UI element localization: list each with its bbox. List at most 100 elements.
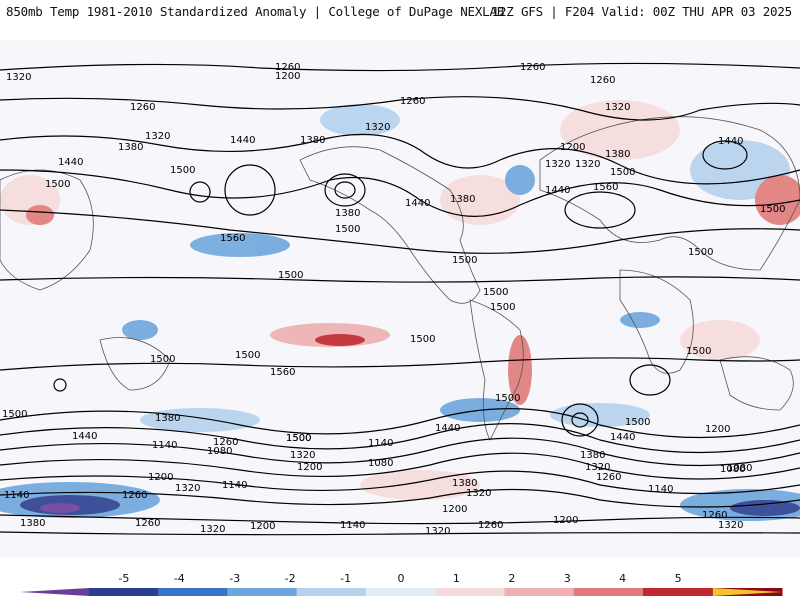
- contour-label: 1080: [727, 463, 752, 474]
- colorbar-segment: [158, 588, 229, 596]
- contour-label: 1440: [230, 135, 255, 146]
- contour-label: 1260: [130, 102, 155, 113]
- height-contours: [0, 62, 800, 536]
- contour-label: 1380: [452, 478, 477, 489]
- contour-label: 1500: [286, 433, 311, 444]
- colorbar-segment: [642, 588, 714, 596]
- contour-label: 1380: [605, 149, 630, 160]
- colorbar-tick-label: -1: [340, 572, 351, 585]
- contour-label: 1200: [275, 71, 300, 82]
- contour-label: 1260: [590, 75, 615, 86]
- contour-label: 1260: [400, 96, 425, 107]
- contour-label: 1440: [435, 423, 460, 434]
- contour-label: 1500: [625, 417, 650, 428]
- contour-label: 1500: [286, 433, 311, 444]
- contour-label: 1500: [452, 255, 477, 266]
- contour-label: 1320: [175, 483, 200, 494]
- contour-label: 1320: [605, 102, 630, 113]
- contour-label: 1380: [300, 135, 325, 146]
- contour-label: 1320: [466, 488, 491, 499]
- colorbar-tick-label: 3: [564, 572, 571, 585]
- contour-label: 1560: [220, 233, 245, 244]
- contour-label: 1140: [4, 490, 29, 501]
- colorbar-segment: [88, 588, 160, 596]
- contour-label: 1320: [290, 450, 315, 461]
- contour-label: 1380: [580, 450, 605, 461]
- contour-label: 1200: [705, 424, 730, 435]
- colorbar-arrow-high: [712, 588, 782, 596]
- contour-label: 1320: [425, 526, 450, 537]
- colorbar-tick-label: -5: [118, 572, 129, 585]
- contour-label: 1200: [553, 515, 578, 526]
- contour-label: 1260: [213, 437, 238, 448]
- colorbar-segment: [227, 588, 298, 596]
- contour-label: 1500: [235, 350, 260, 361]
- colorbar-segment: [504, 588, 575, 596]
- anomaly-map: 1320 1260 1260 1260 1200 1260 1320 1260 …: [0, 40, 800, 558]
- contour-label: 1200: [297, 462, 322, 473]
- contour-label: 1500: [610, 167, 635, 178]
- contour-label: 1440: [58, 157, 83, 168]
- anomaly-shading: [0, 100, 800, 521]
- contour-label: 1560: [593, 182, 618, 193]
- contour-label: 1320: [545, 159, 570, 170]
- contour-label: 1260: [478, 520, 503, 531]
- contour-label: 1320: [365, 122, 390, 133]
- contour-label: 1500: [170, 165, 195, 176]
- contour-label: 1500: [490, 302, 515, 313]
- contour-label: 1380: [155, 413, 180, 424]
- contour-label: 1440: [405, 198, 430, 209]
- map-title: 850mb Temp 1981-2010 Standardized Anomal…: [6, 4, 505, 19]
- contour-label: 1140: [368, 438, 393, 449]
- contour-label: 1140: [152, 440, 177, 451]
- contour-labels: 1320 1260 1260 1260 1200 1260 1320 1260 …: [2, 62, 785, 537]
- colorbar-segment: [365, 588, 437, 596]
- colorbar-tick-label: -4: [174, 572, 185, 585]
- contour-label: 1260: [702, 510, 727, 521]
- contour-label: 1200: [442, 504, 467, 515]
- contour-label: 1500: [686, 346, 711, 357]
- contour-label: 1200: [148, 472, 173, 483]
- contour-label: 1200: [560, 142, 585, 153]
- contour-label: 1440: [610, 432, 635, 443]
- coastlines: [0, 116, 800, 441]
- contour-label: 1440: [718, 136, 743, 147]
- contour-label: 1260: [135, 518, 160, 529]
- contour-label: 1260: [596, 472, 621, 483]
- colorbar-tick-label: 5: [675, 572, 682, 585]
- contour-label: 1320: [6, 72, 31, 83]
- contour-label: 1260: [275, 62, 300, 73]
- contour-label: 1320: [575, 159, 600, 170]
- contour-label: 1380: [20, 518, 45, 529]
- contour-label: 1500: [335, 224, 360, 235]
- contour-label: 1440: [545, 185, 570, 196]
- contour-label: 1320: [200, 524, 225, 535]
- contour-label: 1380: [335, 208, 360, 219]
- contour-label: 1500: [688, 247, 713, 258]
- contour-label: 1080: [207, 446, 232, 457]
- colorbar-segment: [296, 588, 367, 596]
- contour-label: 1320: [585, 462, 610, 473]
- colorbar: -5 -4 -3 -2 -1 0 1 2 3 4 5: [0, 568, 800, 600]
- contour-label: 1380: [450, 194, 475, 205]
- contour-label: 1500: [278, 270, 303, 281]
- contour-label: 1260: [122, 490, 147, 501]
- contour-label: 1080: [368, 458, 393, 469]
- contour-label: 1500: [483, 287, 508, 298]
- contour-label: 1500: [410, 334, 435, 345]
- colorbar-tick-label: 1: [453, 572, 460, 585]
- contour-label: 1380: [118, 142, 143, 153]
- contour-label: 1140: [648, 484, 673, 495]
- contour-label: 1500: [45, 179, 70, 190]
- contour-label: 1140: [340, 520, 365, 531]
- contour-label: 1200: [250, 521, 275, 532]
- contour-label: 1500: [150, 354, 175, 365]
- colorbar-tick-label: 0: [398, 572, 405, 585]
- model-run-info: 12Z GFS | F204 Valid: 00Z THU APR 03 202…: [491, 4, 793, 19]
- contour-label: 1560: [270, 367, 295, 378]
- colorbar-segment: [435, 588, 506, 596]
- colorbar-tick-label: 2: [508, 572, 515, 585]
- contour-label: 1500: [760, 204, 785, 215]
- contour-label: 1080: [720, 464, 745, 475]
- contour-label: 1500: [495, 393, 520, 404]
